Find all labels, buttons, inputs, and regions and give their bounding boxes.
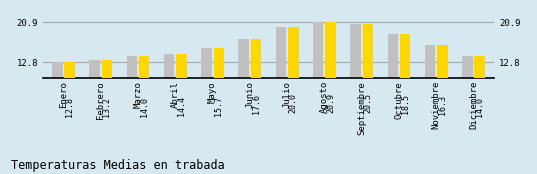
Text: 13.2: 13.2	[103, 97, 111, 117]
Text: 14.0: 14.0	[475, 97, 484, 117]
Bar	[276, 27, 286, 125]
Text: 20.0: 20.0	[289, 93, 298, 113]
Text: 17.6: 17.6	[251, 94, 260, 114]
Bar	[251, 39, 261, 125]
Bar	[400, 34, 410, 125]
Bar	[52, 62, 62, 125]
Text: 15.7: 15.7	[214, 96, 223, 116]
Bar	[350, 24, 361, 125]
Text: Temperaturas Medias en trabada: Temperaturas Medias en trabada	[11, 159, 224, 172]
Bar	[201, 48, 212, 125]
Text: 14.4: 14.4	[177, 96, 186, 116]
Bar	[238, 39, 249, 125]
Bar	[362, 24, 373, 125]
Bar	[164, 54, 175, 125]
Bar	[313, 22, 323, 125]
Bar	[101, 60, 112, 125]
Bar	[288, 27, 299, 125]
Bar	[214, 48, 224, 125]
Bar	[425, 45, 436, 125]
Bar	[388, 34, 398, 125]
Text: 18.5: 18.5	[401, 94, 410, 114]
Text: 20.5: 20.5	[364, 93, 372, 113]
Text: 12.8: 12.8	[65, 97, 74, 117]
Bar	[139, 56, 149, 125]
Bar	[127, 56, 137, 125]
Bar	[462, 56, 473, 125]
Text: 16.3: 16.3	[438, 95, 447, 115]
Bar	[475, 56, 485, 125]
Bar	[64, 62, 75, 125]
Text: 20.9: 20.9	[326, 93, 335, 113]
Bar	[176, 54, 187, 125]
Text: 14.0: 14.0	[140, 97, 149, 117]
Bar	[437, 45, 448, 125]
Bar	[325, 22, 336, 125]
Bar	[89, 60, 100, 125]
